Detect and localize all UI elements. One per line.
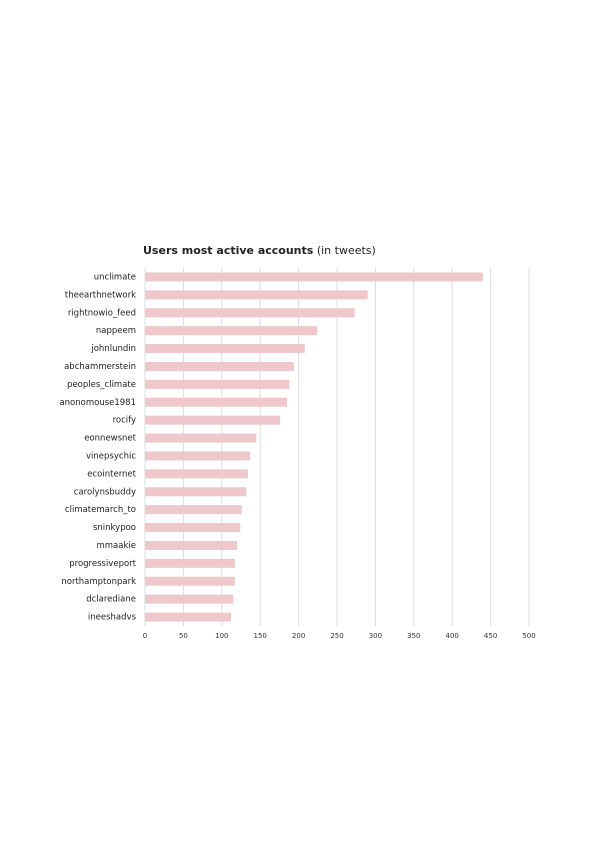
bar — [145, 540, 238, 550]
bar — [145, 361, 294, 371]
y-tick-label: anonomouse1981 — [59, 398, 136, 408]
bar — [145, 397, 288, 407]
y-tick-label: climatemarch_to — [65, 505, 136, 515]
bar — [145, 433, 257, 443]
y-tick-label: rightnowio_feed — [68, 308, 136, 318]
x-tick-label: 100 — [215, 632, 228, 640]
x-tick-label: 150 — [254, 632, 267, 640]
y-tick-label: progressiveport — [69, 559, 136, 569]
bar — [145, 487, 247, 497]
bar — [145, 344, 305, 354]
bar — [145, 594, 234, 604]
x-tick-label: 50 — [179, 632, 188, 640]
chart-heading: Users most active accounts (in tweets) — [143, 244, 376, 257]
y-tick-label: ineeshadvs — [88, 613, 137, 623]
x-tick-label: 0 — [143, 632, 147, 640]
bar — [145, 379, 290, 389]
x-tick-label: 350 — [407, 632, 420, 640]
y-tick-label: ecointernet — [87, 469, 136, 479]
x-tick-label: 300 — [369, 632, 382, 640]
x-tick-label: 500 — [522, 632, 535, 640]
bar — [145, 558, 235, 568]
y-tick-label: theearthnetwork — [65, 290, 136, 300]
bar — [145, 326, 318, 336]
y-tick-label: carolynsbuddy — [74, 487, 136, 497]
x-tick-label: 250 — [330, 632, 343, 640]
bar — [145, 272, 483, 282]
bar — [145, 451, 251, 461]
y-tick-label: sninkypoo — [93, 523, 136, 533]
bar — [145, 415, 281, 425]
y-tick-label: unclimate — [94, 272, 136, 282]
y-tick-label: northamptonpark — [61, 577, 136, 587]
y-tick-label: nappeem — [96, 326, 136, 336]
y-tick-label: mmaakie — [97, 541, 137, 551]
y-tick-label: johnlundin — [90, 344, 136, 354]
bar — [145, 290, 368, 300]
bar — [145, 576, 235, 586]
y-tick-label: dclarediane — [86, 595, 136, 605]
x-tick-label: 200 — [292, 632, 305, 640]
bar — [145, 469, 248, 479]
chart-title: Users most active accounts — [143, 244, 314, 257]
y-tick-label: abchammerstein — [64, 362, 136, 372]
y-tick-label: peoples_climate — [67, 380, 136, 390]
chart-subtitle: (in tweets) — [317, 244, 376, 257]
bar — [145, 505, 242, 515]
y-tick-label: vinepsychic — [86, 451, 136, 461]
x-tick-label: 400 — [446, 632, 459, 640]
bar — [145, 523, 241, 533]
x-tick-label: 450 — [484, 632, 497, 640]
bar — [145, 612, 232, 622]
y-tick-label: eonnewsnet — [84, 434, 136, 444]
bar — [145, 308, 355, 318]
y-tick-label: rocify — [113, 416, 136, 426]
